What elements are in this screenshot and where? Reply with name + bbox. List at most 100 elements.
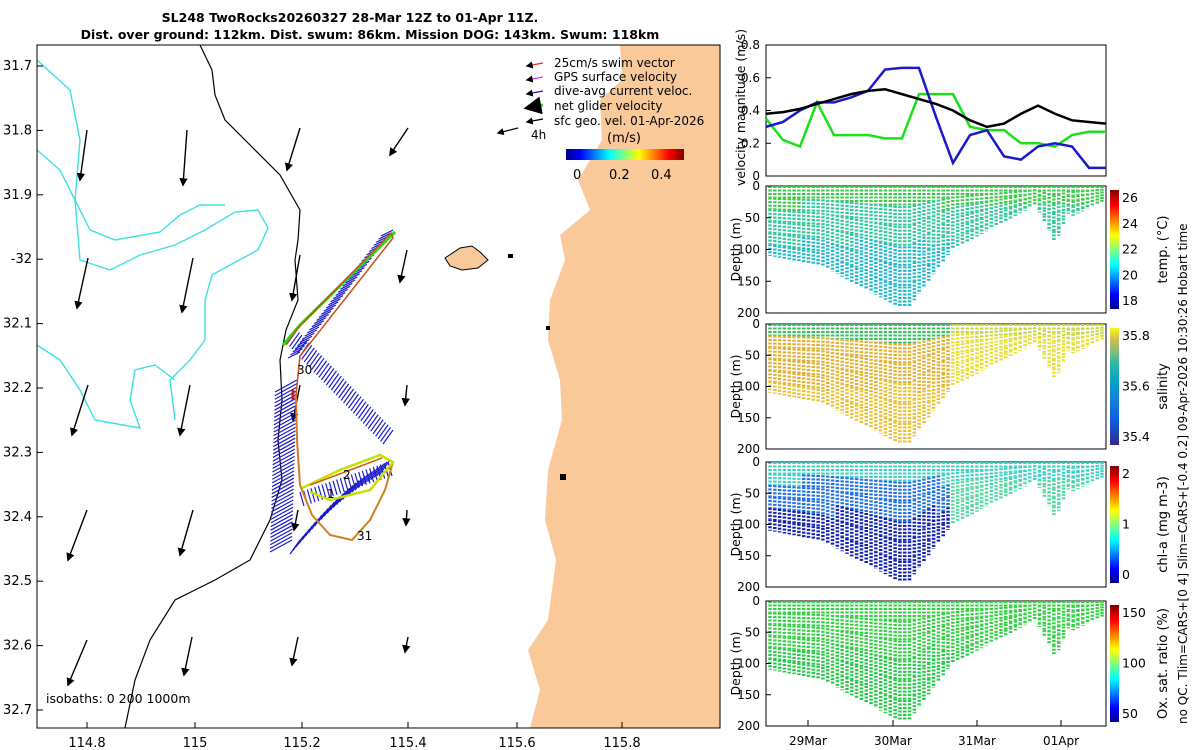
profile-1-cbar-tick-1: 35.6 <box>1122 379 1150 394</box>
velocity-y-axis: 0 0.2 0.4 0.6 0.8 <box>741 38 771 183</box>
colorbar-tick-1: 0.2 <box>609 168 630 183</box>
profile-0-cbar-tick-3: 24 <box>1122 216 1138 231</box>
profile-1-y-tick-2: 100 <box>737 380 760 394</box>
map-frame <box>36 44 721 729</box>
profile-2-y-tick-2: 100 <box>737 518 760 532</box>
land-island <box>444 245 489 271</box>
velocity-y-tick-3: 0.6 <box>741 71 760 85</box>
map-panel: 114.8 115 115.2 115.4 115.6 115.8 31.731.831.… <box>3 44 721 750</box>
profile-0-y-tick-0: 0 <box>752 179 760 193</box>
vector-scale-label: 4h <box>531 128 546 142</box>
profile-1-ylabel: Depth (m) <box>728 355 743 419</box>
sfc-geo-vectors <box>66 127 411 687</box>
profile-1-cbar-tick-0: 35.4 <box>1122 429 1150 444</box>
profile-2-y-tick-3: 150 <box>737 549 760 563</box>
side-note: no QC. Tlim=CARS+[0 4] Slim=CARS+[-0.4 0… <box>1176 223 1190 724</box>
colorbar-tick-0: 0 <box>573 168 581 183</box>
islet-3 <box>560 474 566 480</box>
profile-1-y-tick-4: 200 <box>737 442 760 456</box>
track-path-2 <box>295 394 394 542</box>
map-y-tick-4: 32.1 <box>3 317 32 332</box>
map-x-tick-4: 115.6 <box>498 736 535 750</box>
day-label-1: 1 <box>327 487 335 501</box>
land-area <box>528 45 720 728</box>
legend-sfc-geo: sfc geo. vel. 01-Apr-2026 <box>554 114 704 128</box>
map-x-axis: 114.8 115 115.2 115.4 115.6 115.8 <box>68 722 641 750</box>
profile-x-tick-2: 31Mar <box>958 734 996 748</box>
profile-3-cbar-tick-2: 150 <box>1122 605 1146 620</box>
map-y-tick-9: 32.6 <box>3 639 32 654</box>
profile-1-y-tick-3: 150 <box>737 411 760 425</box>
profile-3-y-tick-3: 150 <box>737 688 760 702</box>
profile-0-cbar-tick-2: 22 <box>1122 242 1138 257</box>
map-y-tick-10: 32.7 <box>3 703 32 718</box>
map-x-tick-1: 115 <box>183 736 208 750</box>
map-y-tick-0: 31.7 <box>3 59 32 74</box>
profile-2-y-tick-1: 50 <box>745 486 760 500</box>
geo-arrow-14 <box>291 509 300 532</box>
map-y-axis: 31.7 31.8 31.9 -32 32.1 32.2 32.3 32.4 32.5 32.6 3… <box>3 59 43 718</box>
velocity-y-tick-2: 0.4 <box>741 104 760 118</box>
map-y-tick-6: 32.3 <box>3 445 32 460</box>
legend-net-velocity: net glider velocity <box>554 99 662 113</box>
glider-track <box>269 229 397 555</box>
profile-3-y-tick-1: 50 <box>745 625 760 639</box>
legend-swim-vector: 25cm/s swim vector <box>554 56 675 70</box>
profile-panel-1: 0 50 100 150 200 Depth (m) 35.4 35.6 35.8 salinit… <box>728 317 1171 456</box>
profile-0-cbar-tick-0: 18 <box>1122 293 1138 308</box>
profile-3-colorbar <box>1110 605 1119 722</box>
track-path-1 <box>285 231 394 441</box>
colorbar-title: (m/s) <box>607 131 641 146</box>
profile-3-cbar-tick-1: 100 <box>1122 656 1146 671</box>
legend-dive-avg: dive-avg current veloc. <box>554 84 692 98</box>
coastline <box>124 45 301 728</box>
velocity-y-tick-0: 0 <box>752 169 760 183</box>
title-line-2: Dist. over ground: 112km. Dist. swum: 86… <box>80 27 660 42</box>
profile-3-y-tick-0: 0 <box>752 594 760 608</box>
map-x-tick-5: 115.8 <box>603 736 640 750</box>
profile-3-cbar-tick-0: 50 <box>1122 706 1138 721</box>
profile-1-y-tick-1: 50 <box>745 348 760 362</box>
profile-x-tick-3: 01Apr <box>1043 734 1079 748</box>
velocity-series <box>765 66 1107 170</box>
geo-arrow-12 <box>66 509 88 562</box>
map-y-tick-3: -32 <box>11 252 32 267</box>
profile-x-tick-1: 30Mar <box>874 734 912 748</box>
profile-2-cbar-tick-0: 0 <box>1122 567 1130 582</box>
geo-arrow-4 <box>74 257 89 310</box>
map-y-tick-7: 32.4 <box>3 510 32 525</box>
velocity-ylabel: velocity magnitude (m/s) <box>733 28 748 186</box>
track-path-3 <box>309 457 383 486</box>
velocity-y-tick-1: 0.2 <box>741 136 760 150</box>
profile-0-y-tick-3: 150 <box>737 274 760 288</box>
geo-arrow-2 <box>284 127 301 172</box>
profile-1-y-tick-0: 0 <box>752 317 760 331</box>
profile-2-colorbar <box>1110 466 1119 583</box>
speed-colorbar <box>566 149 684 160</box>
profile-0-ylabel: Depth (m) <box>728 218 743 282</box>
map-y-tick-1: 31.8 <box>3 123 32 138</box>
profile-2-y-tick-0: 0 <box>752 455 760 469</box>
isobath-line-2 <box>37 344 176 429</box>
profile-3-ylabel: Depth (m) <box>728 632 743 696</box>
geo-arrow-1 <box>179 129 188 187</box>
isobath-line-3 <box>37 149 225 241</box>
geo-arrow-18 <box>289 636 299 667</box>
profile-0-cbar-label: temp. (°C) <box>1156 216 1171 284</box>
geo-arrow-3 <box>389 127 409 157</box>
geo-arrow-9 <box>177 384 191 437</box>
isobath-line-1 <box>37 59 269 421</box>
day-label-30: 30 <box>297 363 312 377</box>
geo-arrow-8 <box>70 384 89 437</box>
day-label-2: 2 <box>343 468 351 482</box>
profile-3-y-tick-2: 100 <box>737 657 760 671</box>
isobaths-label: isobaths: 0 200 1000m <box>46 691 191 706</box>
geo-arrow-5 <box>179 257 194 314</box>
colorbar-tick-2: 0.4 <box>651 168 672 183</box>
profile-0-y-tick-4: 200 <box>737 306 760 320</box>
profile-0-cbar-tick-1: 20 <box>1122 267 1138 282</box>
map-x-tick-3: 115.4 <box>389 736 426 750</box>
